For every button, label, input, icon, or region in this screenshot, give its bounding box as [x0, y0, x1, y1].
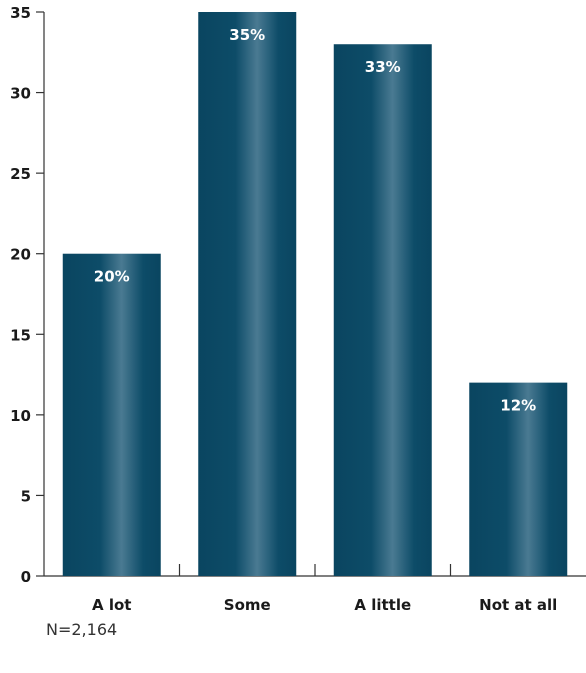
y-tick-label: 5	[21, 487, 31, 505]
category-label: Not at all	[479, 596, 557, 614]
y-tick-label: 35	[10, 4, 31, 22]
y-tick-label: 10	[10, 407, 31, 425]
data-label: 20%	[94, 268, 130, 286]
bar-a-little	[333, 44, 432, 576]
bar-not-at-all	[469, 382, 568, 576]
y-tick-label: 20	[10, 246, 31, 264]
sample-size-note: N=2,164	[46, 620, 118, 639]
category-label: A little	[354, 596, 411, 614]
y-tick-label: 15	[10, 326, 31, 344]
category-label: Some	[224, 596, 271, 614]
labels: 20% A lot 35% Some 33% A little 12% Not at all	[92, 26, 557, 614]
y-tick-label: 25	[10, 165, 31, 183]
data-label: 33%	[365, 58, 401, 76]
data-label: 12%	[500, 397, 536, 415]
bar-some	[198, 12, 297, 576]
bars	[62, 12, 568, 576]
y-tick-label: 30	[10, 85, 31, 103]
bar-a-lot	[62, 253, 161, 576]
y-tick-label: 0	[21, 568, 31, 586]
category-label: A lot	[92, 596, 131, 614]
data-label: 35%	[229, 26, 265, 44]
